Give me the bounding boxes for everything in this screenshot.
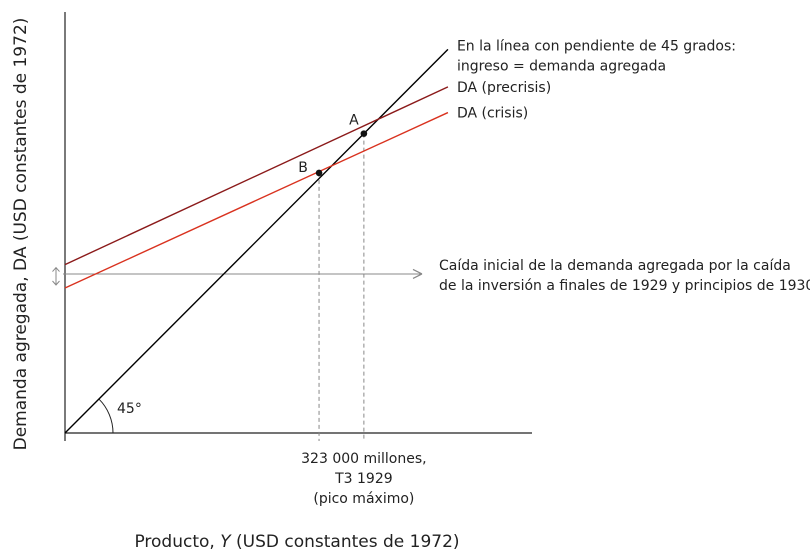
- line-da-precrisis-label-1: DA (precrisis): [457, 80, 551, 96]
- angle-arc: [98, 398, 114, 434]
- point-a-label: A: [349, 113, 359, 129]
- shift-arrow-head: [412, 268, 423, 279]
- x-tick-label-line-1: 323 000 millones,: [301, 451, 426, 467]
- line-45-degree: [64, 48, 449, 434]
- plot-area: 45° En la línea con pendiente de 45 grado…: [52, 12, 810, 507]
- line-45-degree-label-2: ingreso = demanda agregada: [457, 58, 666, 74]
- point-b: [315, 169, 323, 177]
- angle-label: 45°: [117, 401, 142, 417]
- line-da-crisis: [64, 111, 449, 289]
- x-axis-label-variable: Y: [220, 532, 232, 552]
- y-axis-label: Demanda agregada, DA (USD constantes de …: [11, 18, 31, 451]
- x-tick-label-line-3: (pico máximo): [313, 491, 414, 507]
- point-b-label: B: [298, 160, 308, 176]
- point-a: [360, 130, 368, 137]
- shift-double-arrow-heads: [52, 266, 60, 286]
- x-axis-label: Producto, Y (USD constantes de 1972): [134, 532, 459, 552]
- x-axis-label-prefix: Producto,: [134, 532, 220, 552]
- x-tick-label-line-2: T3 1929: [334, 471, 393, 487]
- shift-annotation-line-1: Caída inicial de la demanda agregada por…: [439, 258, 791, 274]
- shift-annotation-line-2: de la inversión a finales de 1929 y prin…: [439, 278, 810, 294]
- x-axis-label-suffix: (USD constantes de 1972): [231, 532, 460, 552]
- line-da-crisis-label-1: DA (crisis): [457, 106, 528, 122]
- line-da-precrisis: [64, 86, 449, 266]
- line-45-degree-label-1: En la línea con pendiente de 45 grados:: [457, 38, 736, 54]
